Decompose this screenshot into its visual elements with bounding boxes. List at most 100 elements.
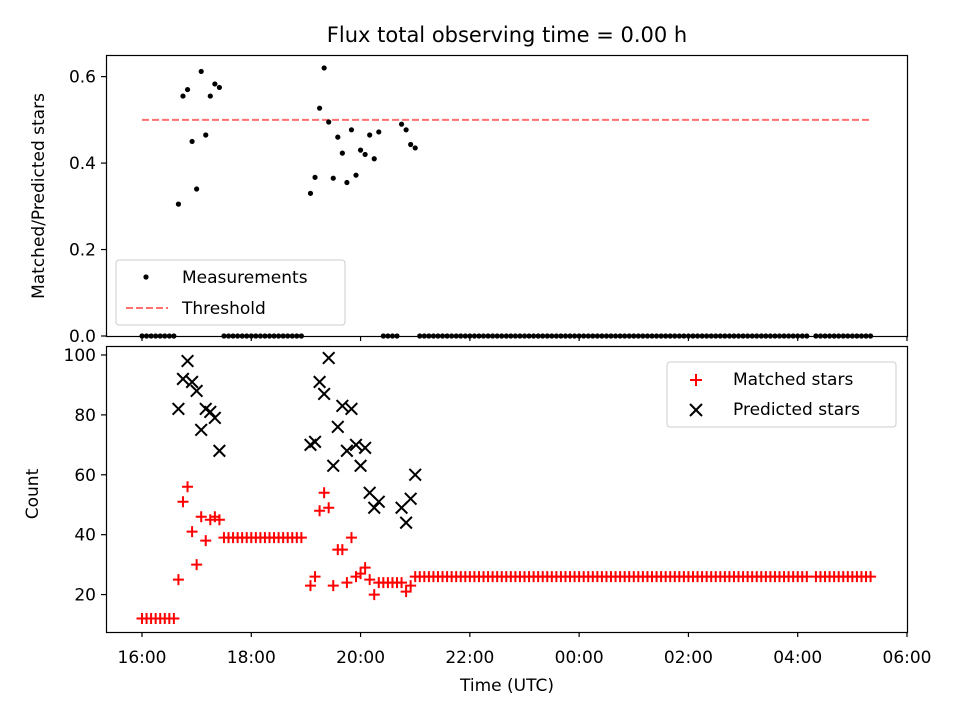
predicted-star-point — [335, 399, 349, 413]
measurement-point — [403, 127, 409, 133]
x-tick-label: 04:00 — [773, 648, 822, 668]
matched-star-point — [200, 535, 212, 547]
bottom-panel: 16:00 18:00 20:00 22:00 00:00 02:00 04:00 06:00… — [23, 345, 932, 696]
matched-star-point — [182, 481, 194, 493]
x-tick-label: 02:00 — [664, 648, 713, 668]
top-panel: 0.0 0.2 0.4 0.6 Matched/Predicted stars Mea… — [29, 54, 909, 347]
predicted-star-point — [181, 354, 195, 368]
matched-star-point — [213, 514, 225, 526]
measurement-point — [348, 127, 355, 133]
predicted-star-point — [185, 375, 199, 389]
bottom-axes-frame — [105, 345, 909, 634]
predicted-star-point — [313, 375, 327, 389]
predicted-star-point — [354, 459, 368, 473]
measurement-point — [216, 84, 223, 91]
measurement-point — [189, 138, 195, 145]
top-y-tick-label: 0.6 — [69, 68, 96, 88]
predicted-star-point — [212, 444, 226, 458]
measurement-point — [398, 121, 405, 127]
matched-star-point — [177, 496, 189, 508]
legend-predicted-swatch — [689, 403, 703, 417]
predicted-star-point — [340, 444, 354, 458]
measurement-point — [312, 174, 318, 180]
bottom-y-ticks: 20 40 60 80 100 — [64, 346, 106, 606]
matched-star-point — [191, 559, 203, 571]
matched-star-point — [309, 571, 321, 583]
x-tick-label: 20:00 — [336, 648, 385, 668]
measurement-point — [212, 81, 218, 87]
measurement-point — [362, 151, 368, 158]
predicted-star-point — [344, 402, 358, 416]
bottom-y-tick-label: 60 — [74, 466, 96, 486]
top-legend-box — [115, 259, 346, 326]
matched-star-point — [318, 487, 330, 499]
predicted-star-point — [372, 495, 386, 509]
measurement-point — [330, 175, 336, 181]
matched-star-point — [396, 577, 408, 589]
measurement-point — [371, 156, 377, 162]
measurement-point — [326, 119, 332, 125]
matched-star-point — [341, 577, 353, 589]
legend-measurements-label: Measurements — [182, 268, 308, 288]
top-x-ticks — [141, 336, 908, 341]
matched-star-point — [295, 532, 307, 544]
x-tick-label: 00:00 — [555, 648, 604, 668]
predicted-star-point — [367, 501, 381, 515]
measurement-point — [316, 105, 323, 111]
matched-stars-layer — [136, 481, 877, 625]
predicted-star-point — [322, 351, 336, 365]
predicted-star-point — [308, 435, 322, 449]
matched-star-point — [355, 568, 367, 580]
bottom-y-tick-label: 80 — [74, 406, 96, 426]
matched-star-point — [359, 562, 371, 574]
bottom-legend-box — [666, 361, 897, 428]
predicted-star-point — [317, 387, 331, 401]
predicted-star-point — [194, 423, 208, 437]
top-y-axis-label: Matched/Predicted stars — [29, 93, 49, 299]
bottom-y-axis-label: Count — [23, 468, 43, 519]
matched-star-point — [327, 580, 339, 592]
legend-predicted-label: Predicted stars — [733, 400, 860, 420]
measurement-point — [321, 65, 327, 71]
bottom-y-tick-label: 20 — [74, 586, 96, 606]
matched-star-point — [336, 544, 348, 556]
x-tick-label: 22:00 — [445, 648, 494, 668]
top-y-tick-label: 0.2 — [69, 241, 96, 261]
matched-star-point — [172, 574, 184, 586]
measurement-point — [353, 172, 359, 178]
measurement-point — [412, 145, 418, 151]
bottom-x-ticks: 16:00 18:00 20:00 22:00 00:00 02:00 04:00 06:00 — [118, 632, 932, 668]
x-tick-label: 16:00 — [118, 648, 167, 668]
predicted-star-point — [326, 459, 340, 473]
predicted-star-point — [208, 411, 222, 425]
matched-star-point — [345, 532, 357, 544]
matched-star-point — [865, 571, 877, 583]
legend-measurements-swatch — [143, 274, 149, 280]
matched-star-point — [400, 586, 412, 598]
predicted-star-point — [404, 492, 418, 506]
matched-star-point — [304, 580, 316, 592]
measurement-point — [307, 190, 314, 196]
measurement-point — [194, 186, 200, 192]
predicted-star-point — [399, 516, 413, 530]
top-legend: Measurements Threshold — [115, 259, 346, 326]
matched-star-point — [168, 613, 180, 625]
bottom-y-tick-label: 100 — [64, 346, 96, 366]
matched-star-point — [186, 526, 198, 538]
matched-star-point — [368, 589, 380, 601]
x-tick-label: 18:00 — [227, 648, 276, 668]
legend-threshold-label: Threshold — [181, 299, 266, 319]
matched-star-point — [323, 502, 335, 514]
measurement-point — [184, 86, 191, 93]
predicted-stars-layer — [171, 351, 422, 530]
matched-star-point — [405, 580, 417, 592]
top-y-tick-label: 0.4 — [69, 154, 96, 174]
measurement-point — [408, 141, 414, 148]
matched-star-point — [364, 574, 376, 586]
measurement-point — [180, 93, 186, 99]
bottom-legend: Matched stars Predicted stars — [666, 361, 897, 428]
top-axes-frame — [105, 54, 909, 338]
measurement-point — [335, 134, 341, 140]
